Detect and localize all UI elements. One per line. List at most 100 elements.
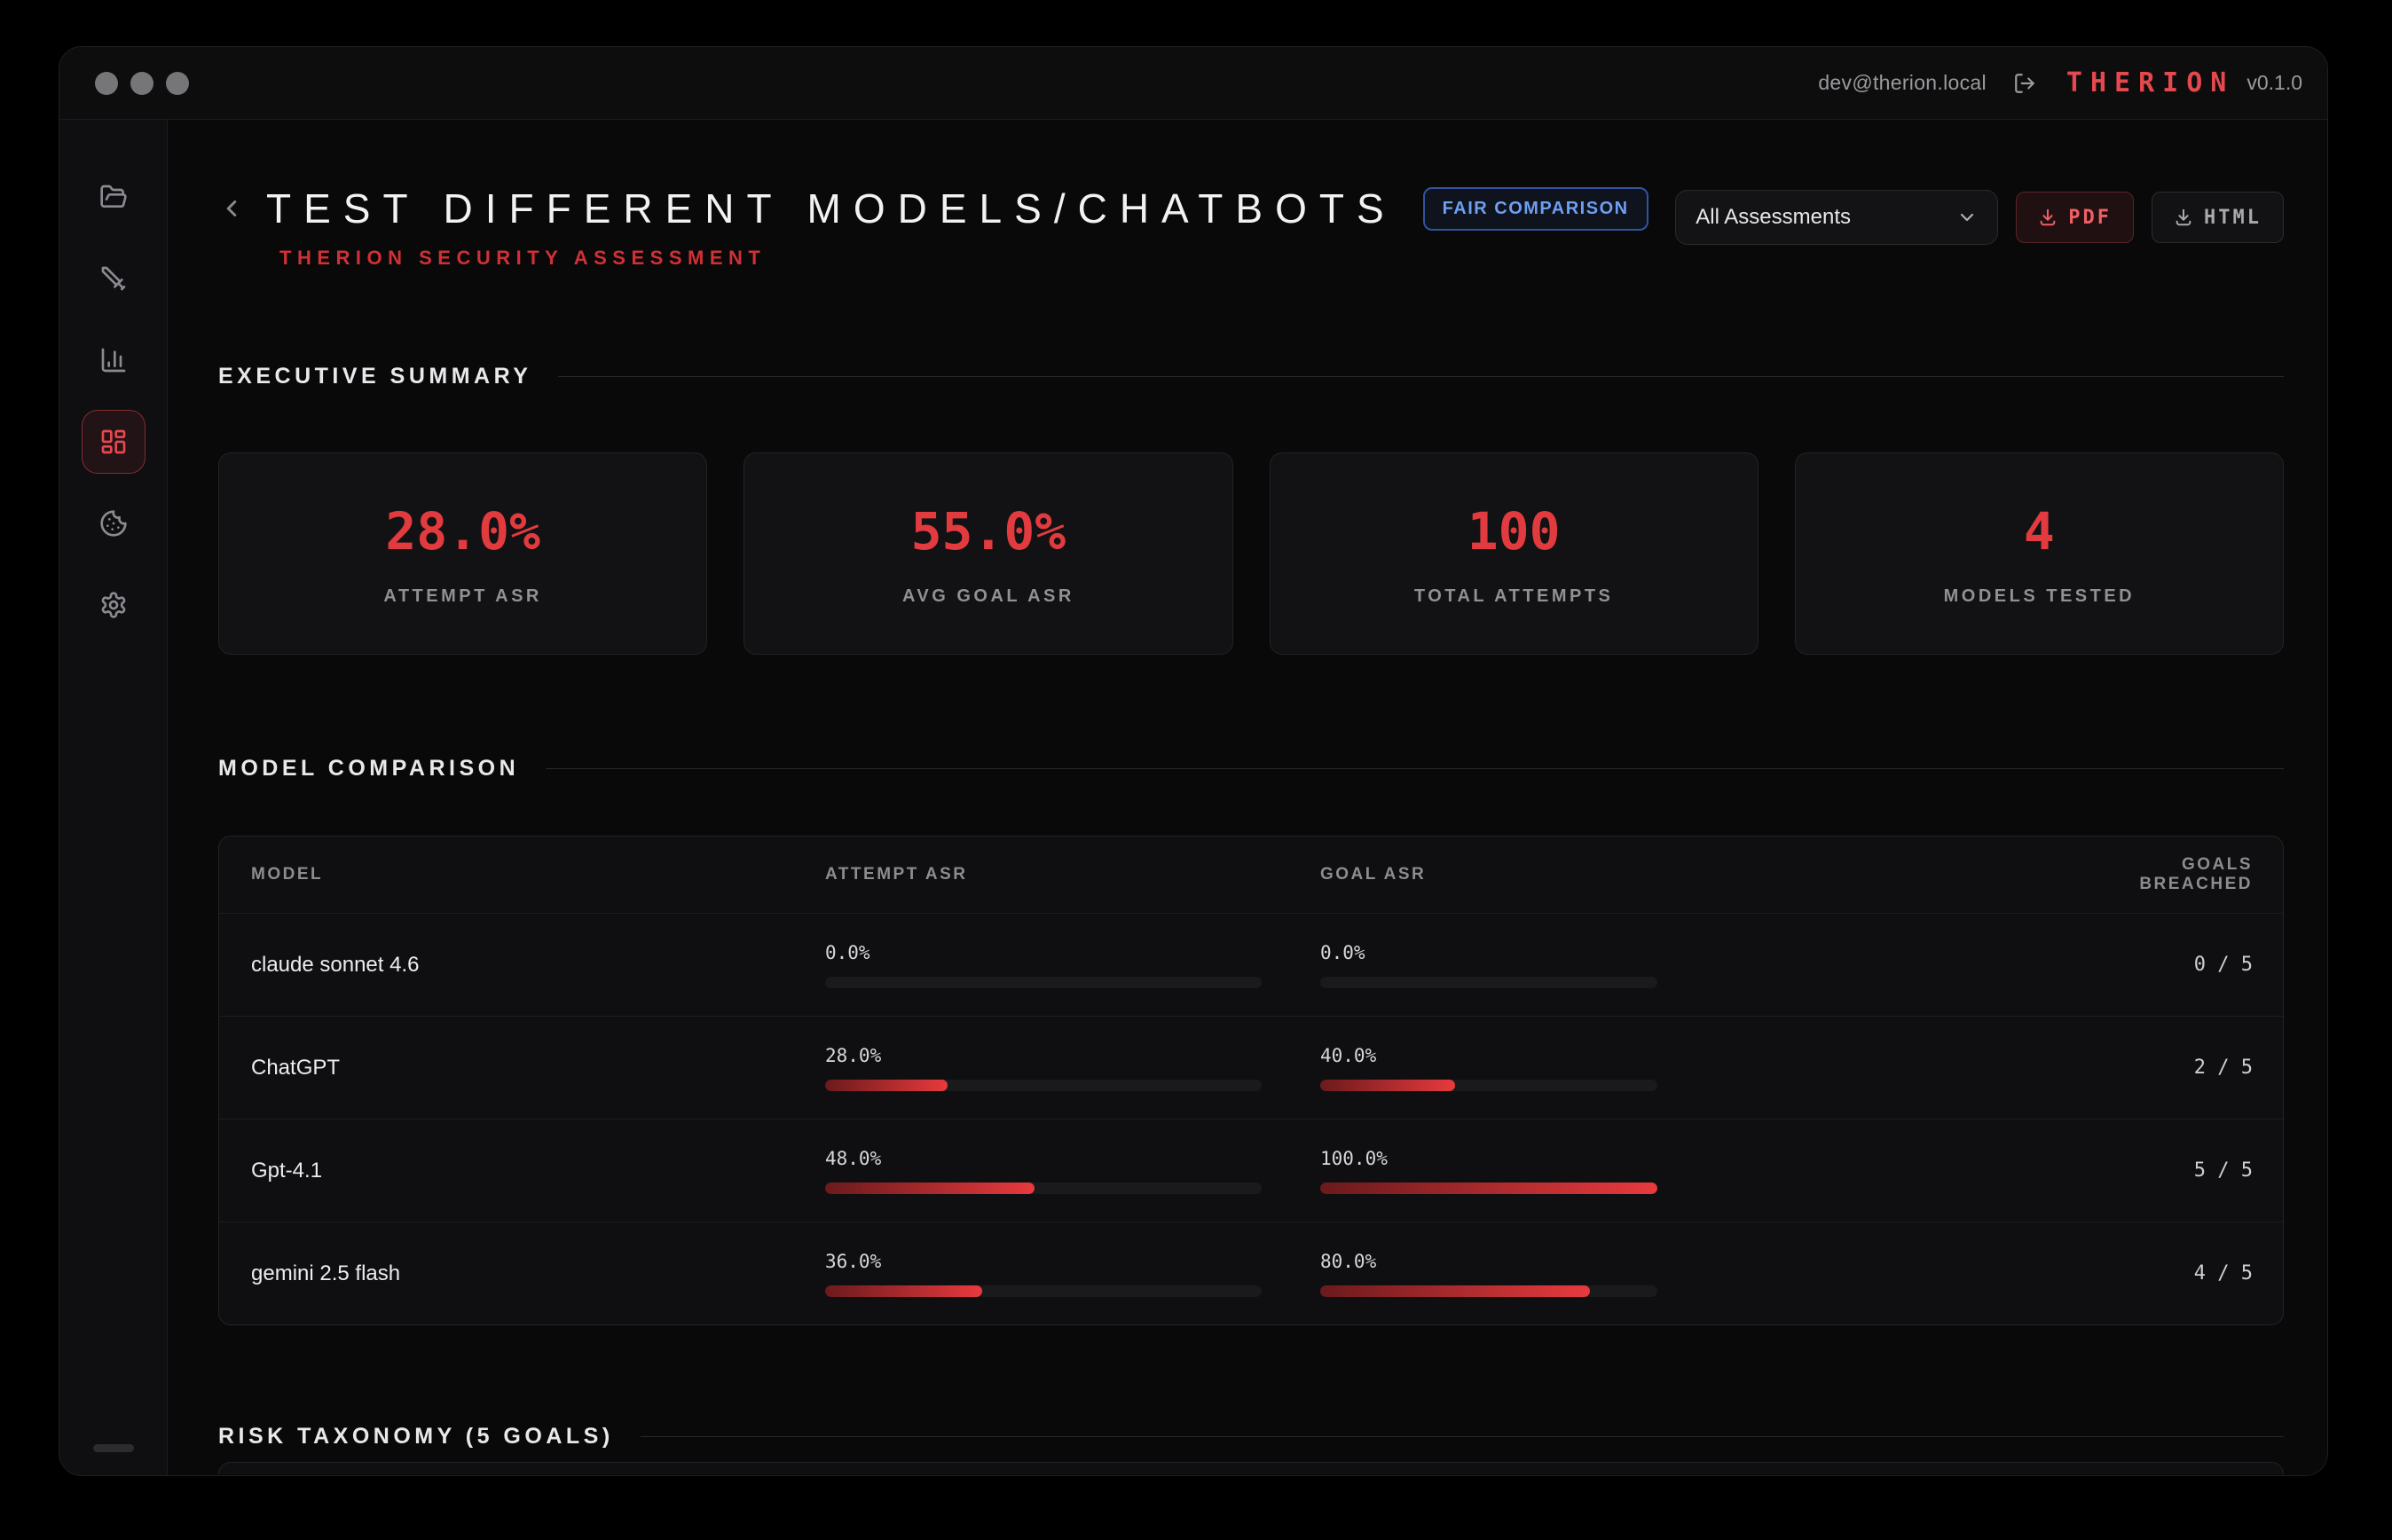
chevron-left-icon: [226, 200, 237, 216]
download-icon: [2176, 208, 2191, 226]
titlebar-right: dev@therion.local THERION v0.1.0: [1818, 67, 2302, 98]
chevron-down-icon: [1961, 213, 1974, 222]
section-divider: [558, 376, 2284, 377]
goal-asr-bar: [1320, 1079, 1657, 1091]
table-row[interactable]: claude sonnet 4.6 0.0% 0.0% 0 / 5: [219, 913, 2283, 1016]
goal-asr-bar-fill: [1320, 1182, 1657, 1194]
card-label: AVG GOAL ASR: [901, 585, 1074, 606]
attempt-asr-bar-fill: [825, 1079, 948, 1091]
column-header-goals-breached: GOALS BREACHED: [2139, 855, 2253, 893]
model-name: ChatGPT: [251, 1055, 341, 1080]
sidebar-item-dashboard[interactable]: [81, 410, 146, 474]
page-title: TEST DIFFERENT MODELS/CHATBOTS: [266, 185, 1397, 232]
column-header-attempt-asr: ATTEMPT ASR: [825, 865, 968, 884]
window-dot[interactable]: [166, 71, 189, 95]
attempt-asr-value: 28.0%: [825, 1044, 882, 1066]
sidebar: [59, 120, 168, 1475]
app-window: dev@therion.local THERION v0.1.0: [59, 46, 2328, 1476]
attempt-asr-bar: [825, 1285, 1262, 1297]
goals-breached-value: 5 / 5: [2193, 1159, 2253, 1182]
model-name: claude sonnet 4.6: [251, 952, 420, 977]
attempt-asr-value: 36.0%: [825, 1250, 882, 1272]
section-divider: [546, 768, 2284, 769]
goal-asr-bar-fill: [1320, 1079, 1455, 1091]
summary-card: 28.0% ATTEMPT ASR: [218, 452, 708, 655]
model-comparison-table: MODEL ATTEMPT ASR GOAL ASR GOALS BREACHE…: [218, 836, 2284, 1325]
goal-asr-bar: [1320, 1285, 1657, 1297]
sidebar-item-attacks[interactable]: [82, 247, 146, 310]
table-row[interactable]: Gpt-4.1 48.0% 100.0% 5 / 5: [219, 1119, 2283, 1222]
model-comparison-header: MODEL COMPARISON: [218, 756, 2284, 782]
column-header-model: MODEL: [251, 865, 324, 884]
layout-dashboard-icon: [99, 428, 128, 456]
settings-gear-icon: [99, 591, 128, 619]
card-value: 4: [2023, 500, 2055, 562]
summary-card: 100 TOTAL ATTEMPTS: [1269, 452, 1759, 655]
attempt-asr-bar: [825, 1182, 1262, 1194]
cookie-icon: [99, 509, 128, 538]
card-label: TOTAL ATTEMPTS: [1413, 585, 1614, 606]
goal-asr-bar: [1320, 976, 1657, 988]
card-label: MODELS TESTED: [1943, 585, 2136, 606]
card-value: 28.0%: [385, 500, 540, 562]
sidebar-item-analytics[interactable]: [82, 328, 146, 392]
column-header-goal-asr: GOAL ASR: [1320, 865, 1427, 884]
logout-icon[interactable]: [2013, 72, 2036, 95]
goal-asr-value: 0.0%: [1320, 941, 1365, 963]
chart-column-icon: [99, 346, 128, 374]
assessment-filter-value: All Assessments: [1696, 205, 1851, 229]
sidebar-item-settings[interactable]: [82, 573, 146, 637]
section-divider: [640, 1436, 2284, 1437]
attempt-asr-value: 48.0%: [825, 1147, 882, 1169]
fair-comparison-badge: FAIR COMPARISON: [1422, 186, 1648, 231]
window-controls: [95, 71, 189, 95]
attempt-asr-bar: [825, 1079, 1262, 1091]
card-value: 55.0%: [910, 500, 1066, 562]
app-logo: THERION: [2065, 67, 2235, 98]
goals-breached-value: 0 / 5: [2193, 954, 2253, 976]
assessment-filter-dropdown[interactable]: All Assessments: [1675, 190, 1999, 245]
download-icon: [2040, 208, 2056, 226]
export-pdf-button[interactable]: PDF: [2016, 192, 2135, 243]
section-title: MODEL COMPARISON: [218, 756, 520, 781]
goal-asr-bar-fill: [1320, 1285, 1590, 1297]
export-html-label: HTML: [2204, 206, 2262, 229]
folder-open-icon: [99, 183, 128, 211]
section-title: RISK TAXONOMY (5 GOALS): [218, 1424, 614, 1449]
goals-breached-value: 2 / 5: [2193, 1057, 2253, 1079]
goals-breached-value: 4 / 5: [2193, 1262, 2253, 1285]
attempt-asr-bar-fill: [825, 1182, 1035, 1194]
attempt-asr-value: 0.0%: [825, 941, 870, 963]
summary-card: 4 MODELS TESTED: [1794, 452, 2284, 655]
executive-summary-header: EXECUTIVE SUMMARY: [218, 364, 2284, 389]
sidebar-item-cookies[interactable]: [82, 491, 146, 555]
user-email: dev@therion.local: [1818, 71, 1987, 94]
goal-asr-value: 80.0%: [1320, 1250, 1377, 1272]
window-dot[interactable]: [130, 71, 153, 95]
sidebar-drag-handle[interactable]: [92, 1444, 134, 1452]
app-version: v0.1.0: [2246, 71, 2302, 94]
export-html-button[interactable]: HTML: [2152, 192, 2284, 243]
window-dot[interactable]: [95, 71, 118, 95]
goal-asr-value: 40.0%: [1320, 1044, 1377, 1066]
back-button[interactable]: [218, 195, 245, 222]
sidebar-item-projects[interactable]: [82, 165, 146, 229]
card-value: 100: [1467, 500, 1561, 562]
table-header-row: MODEL ATTEMPT ASR GOAL ASR GOALS BREACHE…: [219, 837, 2283, 913]
attempt-asr-bar-fill: [825, 1285, 983, 1297]
summary-cards: 28.0% ATTEMPT ASR 55.0% AVG GOAL ASR 100…: [218, 452, 2284, 655]
sword-icon: [99, 264, 128, 293]
card-label: ATTEMPT ASR: [383, 585, 542, 606]
page-header-controls: All Assessments PDF HTML: [1675, 190, 2284, 245]
table-row[interactable]: gemini 2.5 flash 36.0% 80.0% 4 / 5: [219, 1222, 2283, 1324]
titlebar: dev@therion.local THERION v0.1.0: [59, 47, 2327, 120]
main-content: TEST DIFFERENT MODELS/CHATBOTS FAIR COMP…: [168, 120, 2327, 1475]
attempt-asr-bar: [825, 976, 1262, 988]
model-name: Gpt-4.1: [251, 1158, 323, 1182]
risk-taxonomy-panel: [218, 1462, 2284, 1474]
risk-taxonomy-header: RISK TAXONOMY (5 GOALS): [218, 1424, 2284, 1450]
section-title: EXECUTIVE SUMMARY: [218, 364, 532, 389]
table-row[interactable]: ChatGPT 28.0% 40.0% 2 / 5: [219, 1016, 2283, 1119]
export-pdf-label: PDF: [2068, 206, 2113, 229]
summary-card: 55.0% AVG GOAL ASR: [744, 452, 1233, 655]
